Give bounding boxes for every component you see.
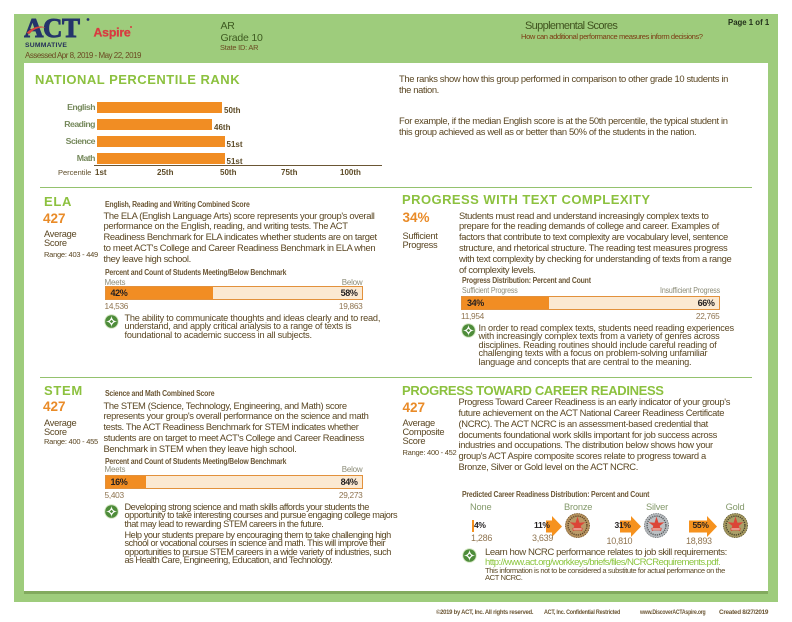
svg-text:ACT: ACT <box>24 14 80 40</box>
svg-text:Aspire: Aspire <box>94 26 131 40</box>
